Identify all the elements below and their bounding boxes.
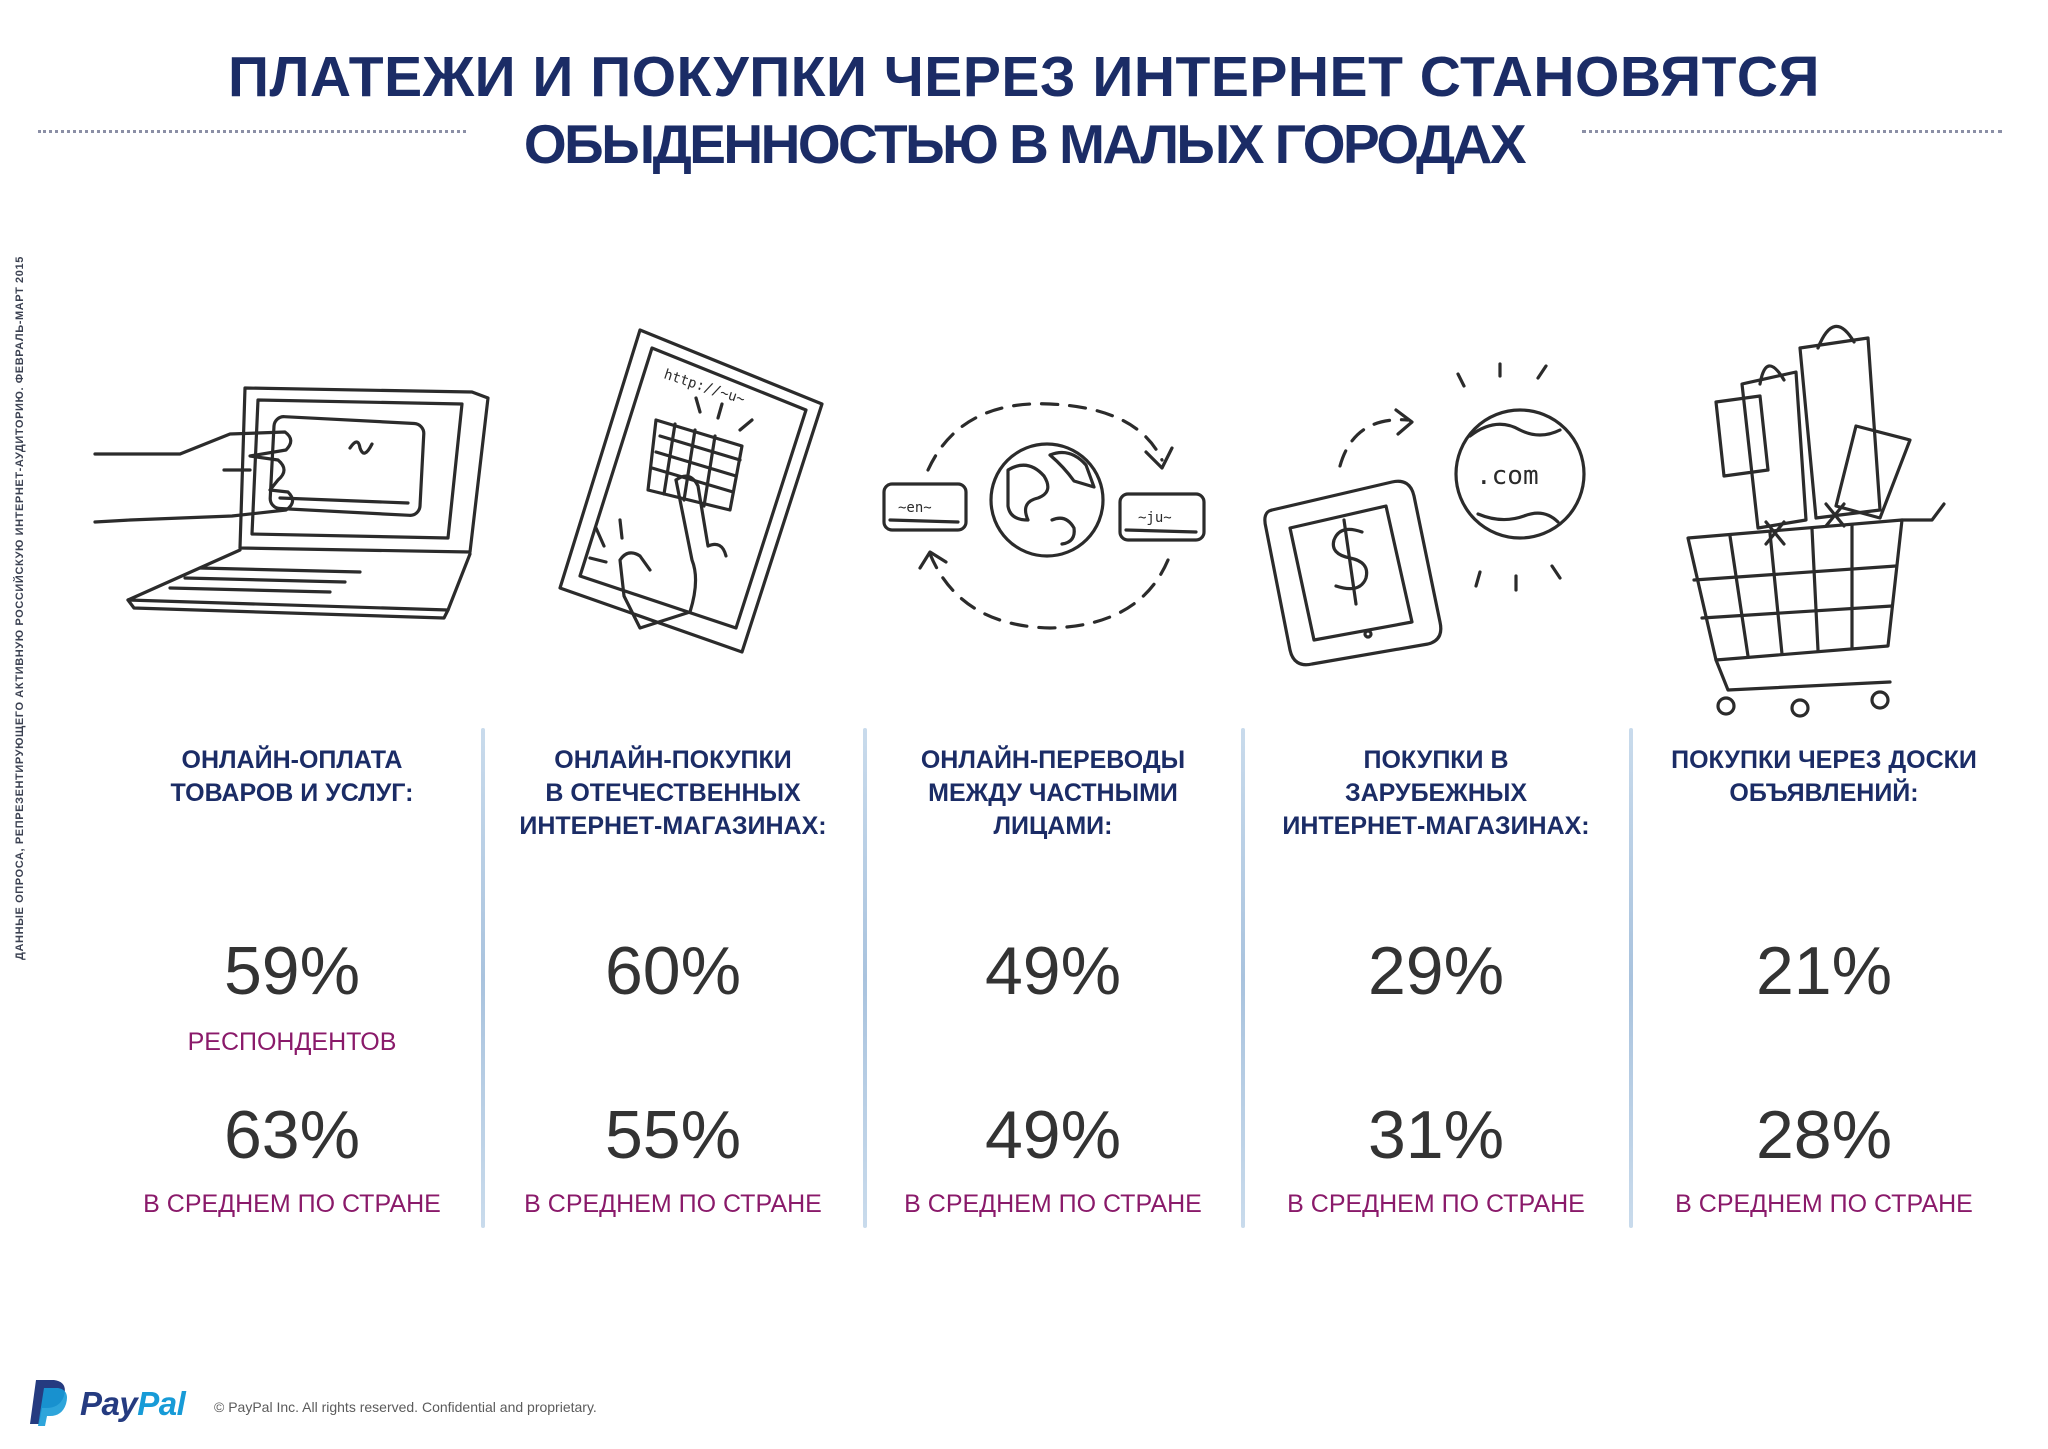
title-dotted-rule-left	[38, 130, 466, 133]
transfer-card-left-text: ~en~	[898, 500, 932, 516]
stat-value: 59%	[223, 933, 361, 1009]
stat-average: 31%	[1367, 1097, 1505, 1173]
column-divider	[1241, 728, 1245, 1228]
stat-value: 49%	[984, 933, 1122, 1009]
shopping-cart-icon	[1686, 324, 1946, 718]
stat-heading: ОНЛАЙН-ОПЛАТА ТОВАРОВ И УСЛУГ:	[170, 746, 414, 807]
stat-heading: ОНЛАЙН-ПЕРЕВОДЫ МЕЖДУ ЧАСТНЫМИ ЛИЦАМИ:	[920, 746, 1186, 840]
column-divider	[481, 728, 485, 1228]
paypal-logo-icon	[30, 1380, 67, 1426]
stat-heading: ПОКУПКИ В ЗАРУБЕЖНЫХ ИНТЕРНЕТ-МАГАЗИНАХ:	[1282, 746, 1590, 840]
paypal-wordmark-part2: Pal	[137, 1385, 186, 1422]
stat-average: 63%	[223, 1097, 361, 1173]
stat-average-label: В СРЕДНЕМ ПО СТРАНЕ	[904, 1190, 1202, 1218]
column-divider	[1629, 728, 1633, 1228]
foreign-shop-icon: .com	[1263, 362, 1586, 667]
paypal-wordmark: PayPal	[80, 1385, 186, 1423]
column-divider	[863, 728, 867, 1228]
page-title-line-2: ОБЫДЕННОСТЬЮ В МАЛЫХ ГОРОДАХ	[523, 113, 1527, 175]
stat-average: 55%	[604, 1097, 742, 1173]
globe-com-text: .com	[1476, 461, 1539, 491]
stat-average-label: В СРЕДНЕМ ПО СТРАНЕ	[143, 1190, 441, 1218]
money-transfer-icon: ~en~ ~ju~	[882, 402, 1206, 630]
illustrations: http://~u~ ~en~ ~ju~	[93, 324, 1946, 718]
stat-heading: ПОКУПКИ ЧЕРЕЗ ДОСКИ ОБЪЯВЛЕНИЙ:	[1671, 746, 1977, 807]
stat-value-label: РЕСПОНДЕНТОВ	[187, 1028, 397, 1056]
title-dotted-rule-right	[1582, 130, 2002, 133]
laptop-card-icon	[93, 386, 490, 620]
stat-value: 60%	[604, 933, 742, 1009]
stat-heading: ОНЛАЙН-ПОКУПКИ В ОТЕЧЕСТВЕННЫХ ИНТЕРНЕТ-…	[519, 746, 827, 840]
paypal-wordmark-part1: Pay	[80, 1385, 138, 1422]
page-title-line-1: ПЛАТЕЖИ И ПОКУПКИ ЧЕРЕЗ ИНТЕРНЕТ СТАНОВЯ…	[227, 45, 1821, 109]
stat-average-label: В СРЕДНЕМ ПО СТРАНЕ	[524, 1190, 822, 1218]
transfer-card-right-text: ~ju~	[1138, 510, 1172, 526]
stat-value: 21%	[1755, 933, 1893, 1009]
stat-average-label: В СРЕДНЕМ ПО СТРАНЕ	[1675, 1190, 1973, 1218]
copyright-text: © PayPal Inc. All rights reserved. Confi…	[214, 1399, 597, 1415]
stat-average-label: В СРЕДНЕМ ПО СТРАНЕ	[1287, 1190, 1585, 1218]
stat-average: 49%	[984, 1097, 1122, 1173]
tablet-shopping-icon: http://~u~	[558, 328, 824, 654]
stat-value: 29%	[1367, 933, 1505, 1009]
tablet-url-text: http://~u~	[662, 367, 747, 408]
stat-average: 28%	[1755, 1097, 1893, 1173]
